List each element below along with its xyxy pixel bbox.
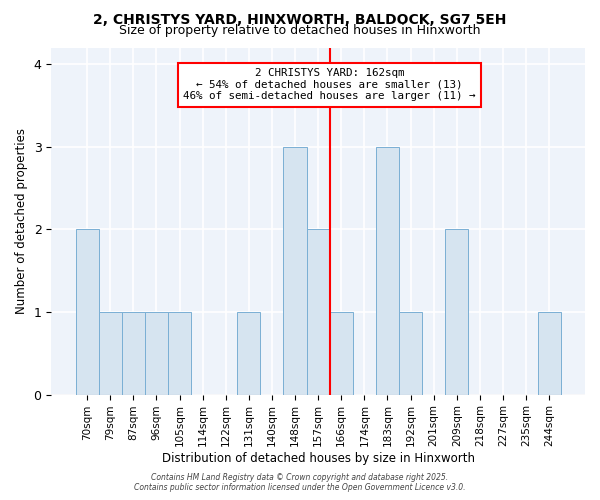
Bar bbox=[237, 312, 260, 394]
Bar bbox=[168, 312, 191, 394]
Bar bbox=[399, 312, 422, 394]
Bar bbox=[307, 230, 329, 394]
X-axis label: Distribution of detached houses by size in Hinxworth: Distribution of detached houses by size … bbox=[161, 452, 475, 465]
Y-axis label: Number of detached properties: Number of detached properties bbox=[15, 128, 28, 314]
Bar bbox=[329, 312, 353, 394]
Bar bbox=[145, 312, 168, 394]
Bar bbox=[283, 146, 307, 394]
Bar bbox=[538, 312, 561, 394]
Text: 2, CHRISTYS YARD, HINXWORTH, BALDOCK, SG7 5EH: 2, CHRISTYS YARD, HINXWORTH, BALDOCK, SG… bbox=[94, 12, 506, 26]
Bar bbox=[445, 230, 469, 394]
Bar bbox=[76, 230, 98, 394]
Bar bbox=[376, 146, 399, 394]
Text: Size of property relative to detached houses in Hinxworth: Size of property relative to detached ho… bbox=[119, 24, 481, 37]
Bar bbox=[98, 312, 122, 394]
Text: Contains HM Land Registry data © Crown copyright and database right 2025.
Contai: Contains HM Land Registry data © Crown c… bbox=[134, 473, 466, 492]
Text: 2 CHRISTYS YARD: 162sqm
← 54% of detached houses are smaller (13)
46% of semi-de: 2 CHRISTYS YARD: 162sqm ← 54% of detache… bbox=[184, 68, 476, 102]
Bar bbox=[122, 312, 145, 394]
